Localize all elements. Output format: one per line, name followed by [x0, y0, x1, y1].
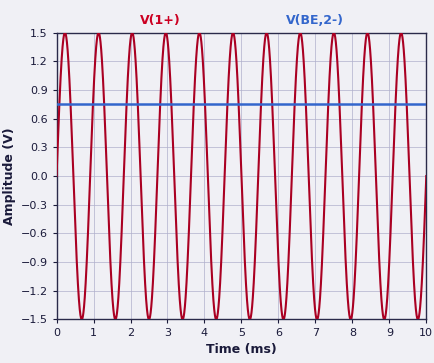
Text: V(1+): V(1+): [139, 14, 180, 27]
Text: V(BE,2-): V(BE,2-): [286, 14, 344, 27]
X-axis label: Time (ms): Time (ms): [206, 343, 276, 356]
Y-axis label: Amplitude (V): Amplitude (V): [3, 127, 16, 225]
